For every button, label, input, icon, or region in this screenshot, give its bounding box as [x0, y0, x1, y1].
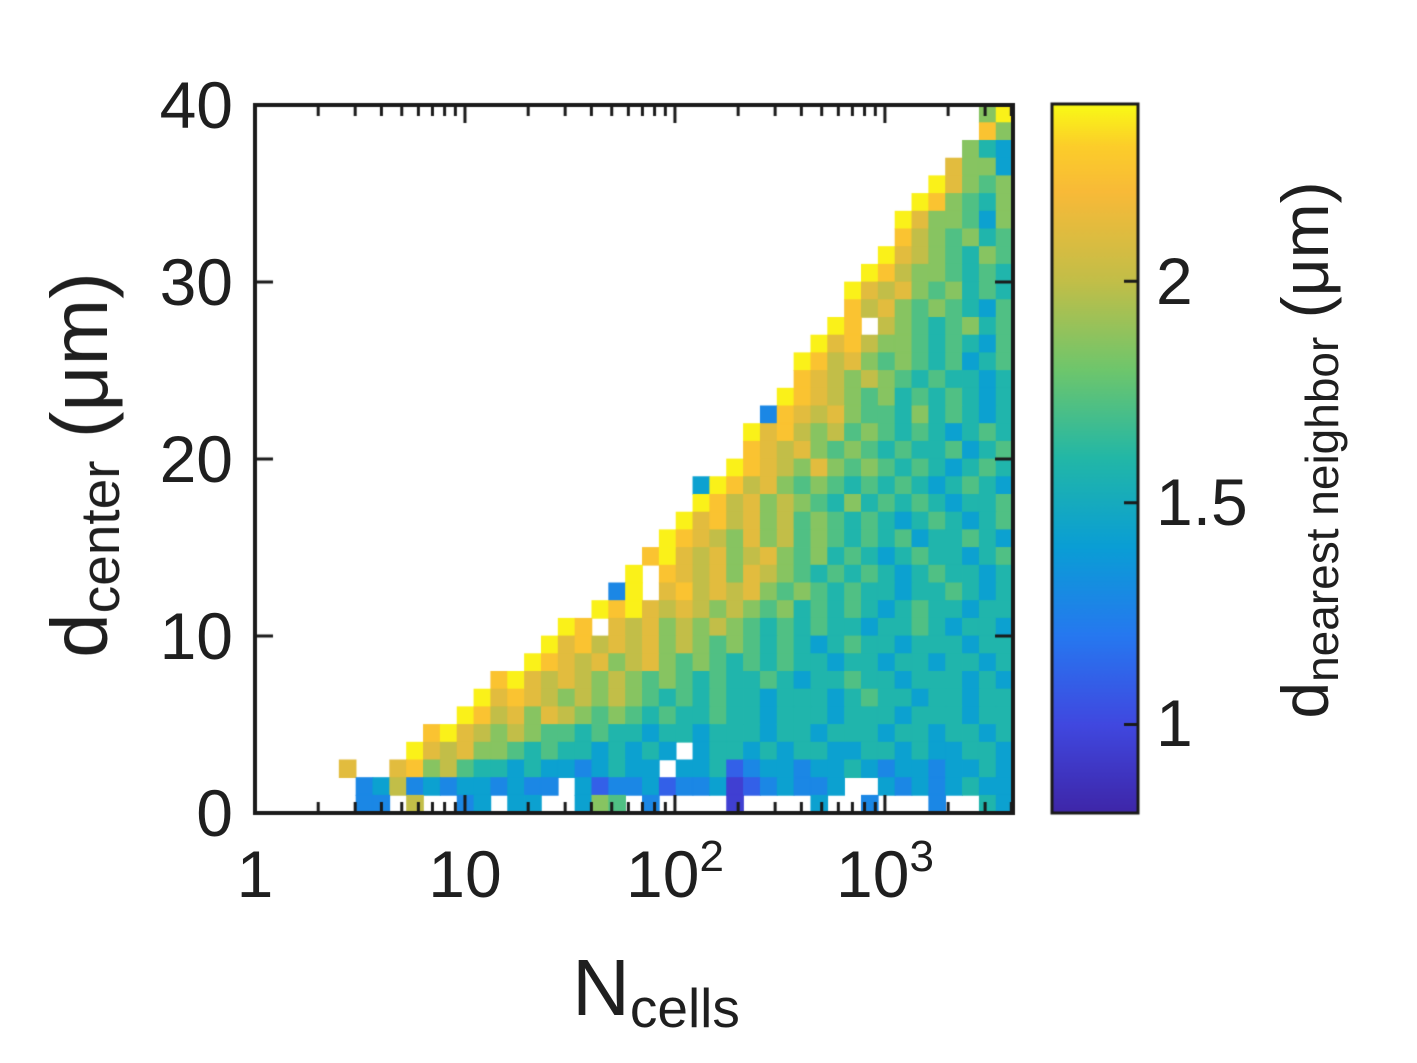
colorbar-label-sub: nearest neighbor	[1296, 336, 1349, 682]
x-tick-label-1000: 103	[836, 832, 934, 911]
colorbar-label-units: (μm)	[1268, 181, 1342, 337]
y-tick-label-30: 30	[159, 245, 233, 319]
y-tick-label-0: 0	[196, 776, 233, 850]
colorbar-tick-label-1_5: 1.5	[1156, 465, 1248, 539]
colorbar-tick-label-2: 2	[1156, 244, 1193, 318]
x-axis-label-sub: cells	[629, 977, 740, 1040]
x-axis-label-main: N	[572, 943, 630, 1032]
y-axis-label-main: d	[35, 613, 124, 658]
colorbar-label-main: d	[1268, 681, 1342, 719]
y-axis-label: dcenter (μm)	[35, 272, 131, 658]
x-tick-label-10: 10	[428, 837, 502, 911]
y-tick-label-20: 20	[159, 422, 233, 496]
y-axis-label-sub: center	[69, 460, 132, 614]
x-tick-label-100: 102	[626, 832, 724, 911]
x-axis-label: Ncells	[572, 948, 740, 1036]
colorbar-tick-label-1: 1	[1156, 686, 1193, 760]
colorbar-label: dnearest neighbor (μm)	[1268, 181, 1348, 718]
y-tick-label-10: 10	[159, 599, 233, 673]
y-tick-label-40: 40	[159, 68, 233, 142]
y-axis-label-units: (μm)	[35, 272, 124, 461]
x-tick-label-1: 1	[236, 837, 274, 911]
